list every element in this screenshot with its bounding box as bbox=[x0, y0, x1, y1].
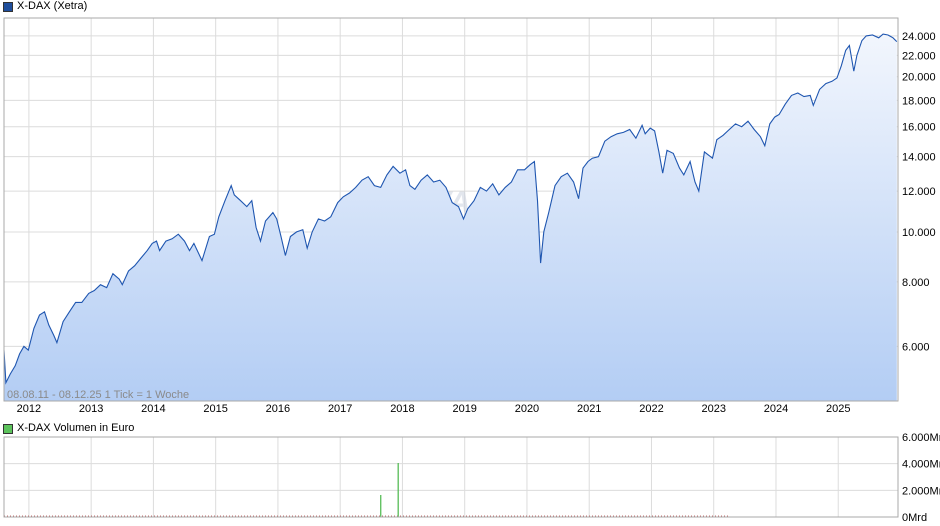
x-tick-label: 2016 bbox=[266, 403, 290, 415]
y-tick-label: 22.000 bbox=[902, 50, 936, 62]
vol-y-tick-label: 0Mrd bbox=[902, 512, 927, 524]
x-tick-label: 2020 bbox=[515, 403, 539, 415]
y-tick-label: 16.000 bbox=[902, 122, 936, 134]
x-tick-label: 2023 bbox=[701, 403, 725, 415]
y-axis-labels: 6.000 8.000 10.000 12.000 14.000 16.000 18.000… bbox=[902, 31, 936, 353]
x-tick-label: 2025 bbox=[826, 403, 850, 415]
x-tick-label: 2015 bbox=[203, 403, 227, 415]
y-tick-label: 12.000 bbox=[902, 186, 936, 198]
price-frame bbox=[3, 17, 899, 402]
date-range-info: 08.08.11 - 08.12.25 1 Tick = 1 Woche bbox=[7, 389, 189, 401]
y-tick-label: 24.000 bbox=[902, 31, 936, 43]
x-tick-label: 2012 bbox=[17, 403, 41, 415]
x-tick-label: 2021 bbox=[577, 403, 601, 415]
volume-bar bbox=[380, 495, 382, 517]
price-legend: X-DAX (Xetra) bbox=[3, 0, 87, 13]
volume-bar bbox=[397, 463, 399, 517]
x-tick-label: 2019 bbox=[452, 403, 476, 415]
y-tick-label: 20.000 bbox=[902, 72, 936, 84]
x-tick-label: 2017 bbox=[328, 403, 352, 415]
y-tick-label: 14.000 bbox=[902, 152, 936, 164]
x-tick-label: 2013 bbox=[79, 403, 103, 415]
x-tick-label: 2024 bbox=[764, 403, 788, 415]
y-tick-label: 18.000 bbox=[902, 95, 936, 107]
price-area bbox=[4, 34, 897, 401]
y-tick-label: 8.000 bbox=[902, 277, 930, 289]
price-line bbox=[3, 33, 898, 385]
x-tick-label: 2014 bbox=[141, 403, 165, 415]
volume-legend: X-DAX Volumen in Euro bbox=[3, 422, 134, 435]
volume-legend-label: X-DAX Volumen in Euro bbox=[17, 422, 135, 434]
x-tick-label: 2018 bbox=[390, 403, 414, 415]
y-tick-label: 10.000 bbox=[902, 227, 936, 239]
price-legend-swatch bbox=[3, 1, 13, 12]
volume-legend-swatch bbox=[3, 423, 13, 434]
x-axis-labels: 2012 2013 2014 2015 2016 2017 2018 2019 2020 2021… bbox=[17, 403, 851, 415]
y-tick-label: 6.000 bbox=[902, 341, 930, 353]
x-tick-label: 2022 bbox=[639, 403, 663, 415]
price-legend-label: X-DAX (Xetra) bbox=[17, 0, 88, 12]
volume-grid bbox=[4, 436, 898, 518]
volume-frame bbox=[3, 436, 899, 518]
volume-bars bbox=[4, 463, 728, 517]
